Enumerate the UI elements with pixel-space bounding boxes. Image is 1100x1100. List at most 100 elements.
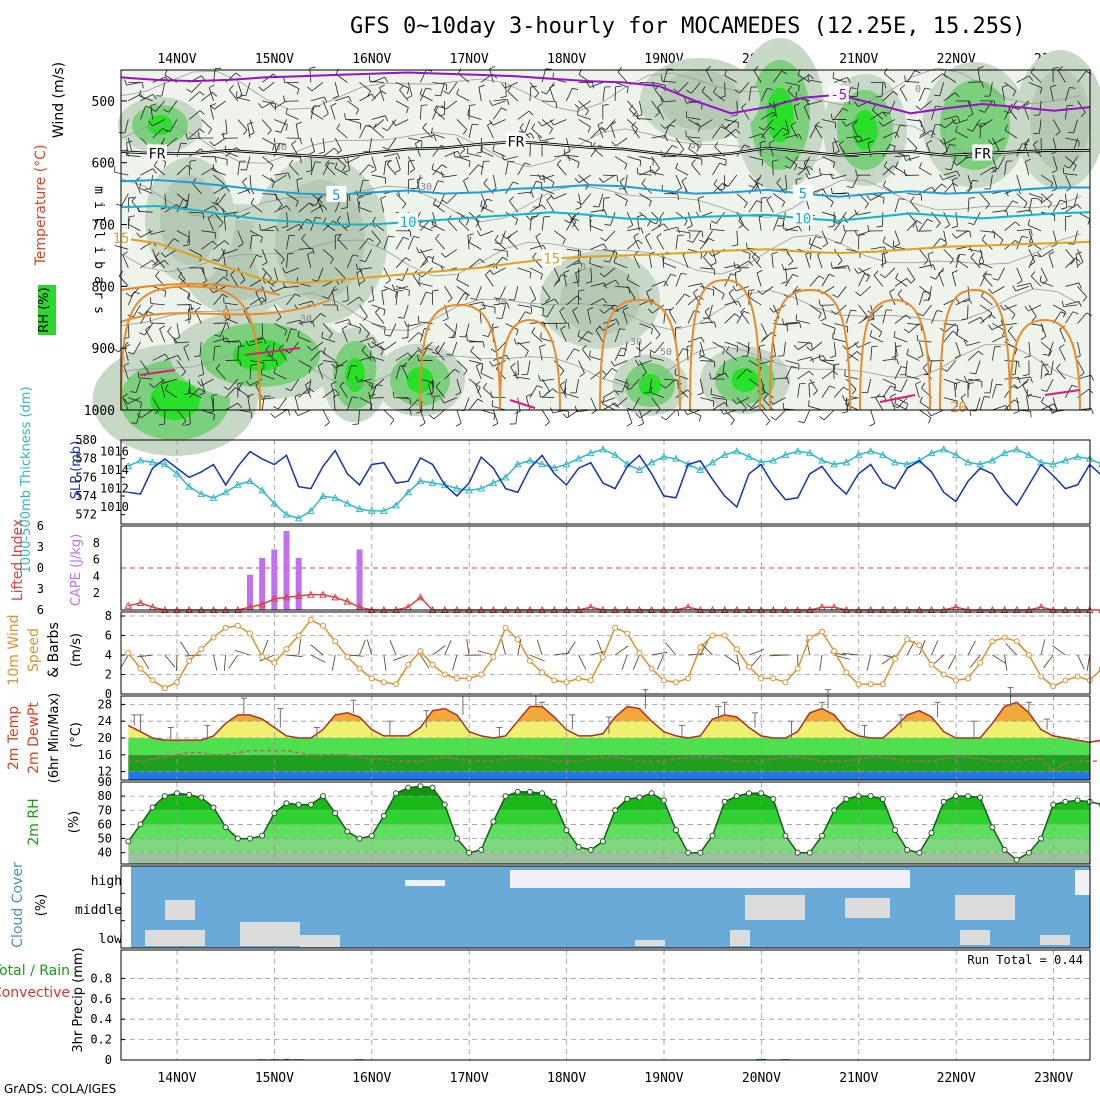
wind-barb-flag <box>724 69 728 76</box>
thickness-line-point <box>1025 450 1033 458</box>
wind-barb-flag <box>743 202 748 209</box>
wind-barb <box>723 409 737 415</box>
wind-barb <box>935 267 945 280</box>
wind-barb <box>991 384 997 398</box>
wind-barb-flag <box>978 109 985 113</box>
wind-barb <box>882 385 891 398</box>
wind-barb-flag <box>431 255 435 262</box>
wind-barb <box>1069 156 1078 169</box>
wind-barb-flag <box>587 307 594 311</box>
wind-barb <box>956 259 969 269</box>
wind-barb <box>654 341 665 353</box>
wind-barb-flag <box>880 262 887 266</box>
wind-barb <box>213 240 225 250</box>
wind-barb <box>1050 360 1054 375</box>
wind-barb <box>966 341 981 346</box>
wind-barb <box>675 293 685 306</box>
wind-barb-flag <box>477 398 484 403</box>
wind-barb <box>467 153 482 157</box>
wind-barb <box>805 254 811 268</box>
wind-speed-line-point <box>733 646 740 653</box>
wind-barb-flag <box>906 348 909 355</box>
wind-barb-flag <box>951 233 957 239</box>
wind-barb <box>395 193 407 204</box>
wind-barb-flag <box>368 384 374 389</box>
wind-barb <box>929 360 932 375</box>
wind-barb-flag <box>136 413 142 419</box>
wind-barb-flag <box>1075 251 1082 255</box>
wind-barb <box>1040 174 1053 184</box>
wind-barb <box>387 137 397 150</box>
wind-barb-flag <box>215 363 221 369</box>
rh-line-point <box>173 790 180 797</box>
wind-barb-flag <box>906 278 912 284</box>
wind-barb <box>274 172 289 176</box>
thickness-line-point <box>209 493 218 501</box>
wind-barb <box>675 273 682 287</box>
wind-barb-flag <box>261 262 268 266</box>
wind-barb-flag <box>159 325 165 330</box>
rh-tick-label: 60 <box>98 817 112 831</box>
wind-barb-flag <box>1014 348 1018 355</box>
wind-barb-flag <box>969 372 976 375</box>
wind-barb-flag <box>148 120 153 127</box>
wind-barb <box>919 409 932 419</box>
wind-barb <box>955 378 970 384</box>
wind-barb <box>152 397 161 410</box>
wind-barb-flag <box>260 299 267 303</box>
wind-barb-flag <box>322 347 326 354</box>
wind-barb-flag <box>443 90 450 95</box>
wind-barb <box>480 199 487 213</box>
wind-barb <box>590 267 593 282</box>
wind-barb <box>821 323 836 329</box>
wind-barb <box>566 641 576 656</box>
cape-bar <box>259 557 266 610</box>
wind-barb-flag <box>577 162 580 169</box>
wind-barb <box>772 217 779 231</box>
wind-barb-flag <box>285 388 292 392</box>
wind-barb <box>639 360 647 373</box>
temp-contour-label: -5 <box>830 88 847 104</box>
wind-barb <box>687 212 693 226</box>
wind-barb <box>1053 304 1066 313</box>
wind-barb <box>127 397 141 405</box>
wind-barb-flag <box>611 141 617 147</box>
wind-barb-flag <box>446 353 453 356</box>
wind-barb <box>736 397 750 405</box>
wind-barb <box>433 203 445 213</box>
wind-barb <box>310 137 315 152</box>
wind-barb <box>386 164 397 176</box>
wind-barb-flag <box>871 345 878 347</box>
wind-barb-flag <box>534 92 540 99</box>
wind-barb <box>845 119 859 127</box>
wind-barb <box>286 156 301 158</box>
thickness-line-point <box>428 478 437 486</box>
wind-barb <box>615 285 630 288</box>
wind-barb <box>357 193 372 197</box>
wind-speed-line-point <box>539 669 546 676</box>
wind-barb <box>565 393 579 399</box>
wind-barb-flag <box>660 95 663 102</box>
wind-barb-flag <box>627 224 633 229</box>
wind-barb <box>844 397 859 402</box>
wind-barb-flag <box>367 90 371 97</box>
wind-barb <box>943 330 953 343</box>
wind-barb-flag <box>284 329 288 336</box>
wind-barb <box>325 164 336 176</box>
wind-barb <box>124 119 129 134</box>
wind-barb <box>150 303 165 306</box>
slp-tick-label: 1012 <box>100 482 129 496</box>
cape-tick-label: 8 <box>93 536 100 550</box>
wind-barb <box>505 230 518 239</box>
wind-barb-flag <box>705 65 712 71</box>
rh-line-point <box>599 838 606 845</box>
wind-barb-flag <box>697 392 704 396</box>
wind-barb <box>359 82 371 92</box>
wind-barb <box>188 298 202 306</box>
wind-barb-flag <box>239 359 242 366</box>
wind-barb <box>700 360 715 362</box>
wind-barb <box>881 253 884 268</box>
wind-barb <box>435 238 446 250</box>
wind-barb <box>114 245 129 250</box>
wind-barb <box>833 137 840 152</box>
